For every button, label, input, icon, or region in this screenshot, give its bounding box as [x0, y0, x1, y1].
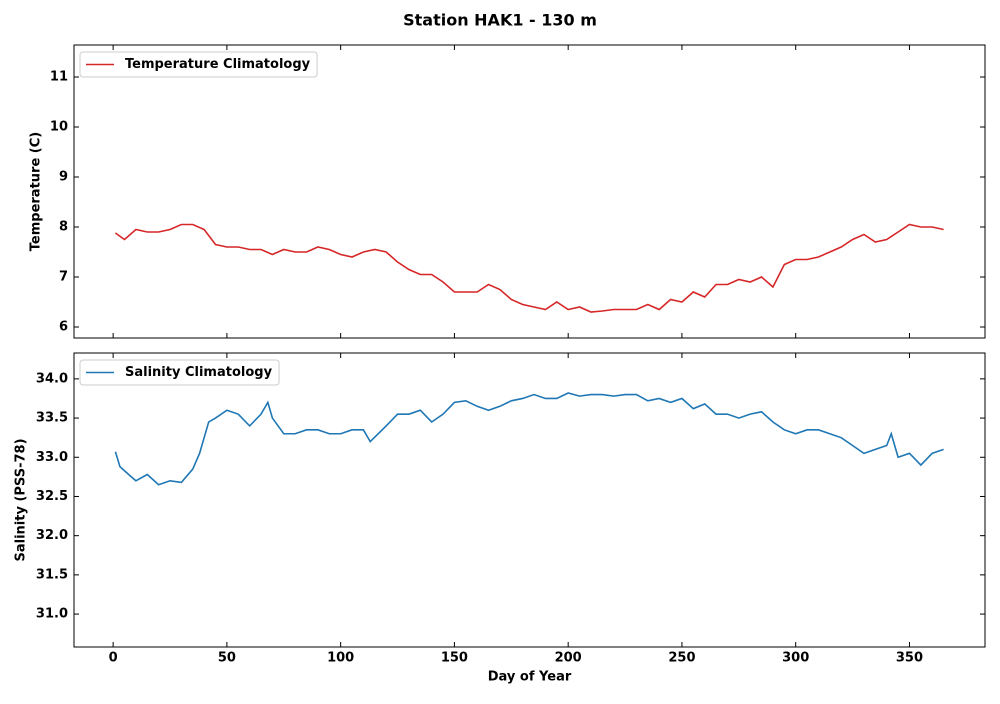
x-tick-label: 300 [782, 651, 809, 666]
y-tick-label: 10 [50, 120, 68, 135]
x-tick-label: 200 [555, 651, 582, 666]
y-tick-label: 31.5 [36, 567, 68, 582]
y-tick-label: 33.5 [36, 411, 68, 426]
x-tick-label: 150 [441, 651, 468, 666]
data-line [114, 392, 944, 486]
y-axis-label: Temperature (C) [29, 132, 44, 251]
y-tick-label: 32.5 [36, 489, 68, 504]
data-line [114, 223, 944, 313]
y-tick-label: 33.0 [36, 450, 68, 465]
y-tick-label: 9 [59, 170, 68, 185]
figure-title: Station HAK1 - 130 m [403, 11, 597, 30]
y-axis-label: Salinity (PSS-78) [14, 438, 29, 561]
y-tick-label: 6 [59, 320, 68, 335]
legend-box [79, 51, 318, 78]
x-axis-label: Day of Year [488, 670, 572, 685]
x-tick-label: 100 [327, 651, 354, 666]
y-tick-label: 31.0 [36, 607, 68, 622]
x-tick-label: 350 [896, 651, 923, 666]
y-tick-label: 11 [50, 70, 68, 85]
x-tick-label: 50 [218, 651, 236, 666]
legend-label: Temperature Climatology [125, 57, 311, 72]
legend-label: Salinity Climatology [125, 365, 273, 380]
plot-frame [73, 352, 986, 648]
x-tick-label: 250 [668, 651, 695, 666]
y-tick-label: 32.0 [36, 528, 68, 543]
plot-frame [73, 44, 986, 339]
y-tick-label: 8 [59, 220, 68, 235]
y-tick-label: 7 [59, 270, 68, 285]
legend-box [79, 359, 280, 386]
x-tick-label: 0 [109, 651, 118, 666]
y-tick-label: 34.0 [36, 371, 68, 386]
